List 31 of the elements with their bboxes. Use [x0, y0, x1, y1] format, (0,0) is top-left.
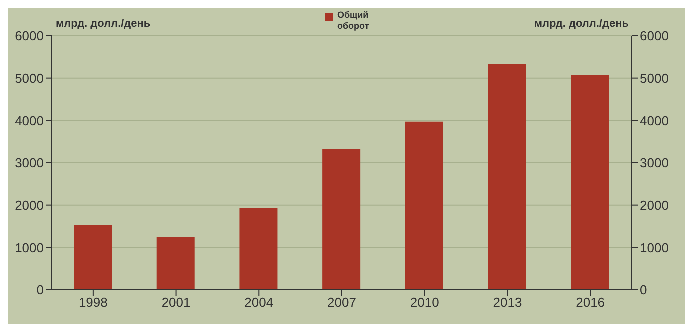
- x-tick-label: 2013: [493, 295, 522, 310]
- bar: [405, 122, 444, 290]
- y-tick-label: 0: [36, 282, 44, 298]
- x-tick-label: 2001: [162, 295, 191, 310]
- bar: [74, 225, 112, 290]
- y2-tick-label: 5000: [640, 70, 669, 86]
- y-axis-title: млрд. долл./день: [56, 18, 151, 30]
- y2-tick-label: 2000: [640, 198, 669, 213]
- x-tick-label: 2007: [328, 295, 356, 310]
- bar: [240, 208, 278, 290]
- bar: [156, 238, 195, 290]
- x-tick-label: 2004: [244, 295, 274, 310]
- y2-tick-label: 3000: [640, 156, 669, 171]
- y2-tick-label: 1000: [640, 240, 669, 256]
- y-tick-label: 5000: [15, 70, 44, 86]
- y-tick-label: 3000: [15, 156, 44, 171]
- legend-label: Общий оборот: [338, 10, 370, 32]
- y2-tick-label: 0: [640, 282, 648, 298]
- y2-axis-title: млрд. долл./день: [534, 18, 629, 30]
- bar: [571, 75, 610, 290]
- y2-tick-label: 4000: [640, 113, 669, 128]
- x-tick-label: 2010: [410, 295, 440, 310]
- x-tick-label: 2016: [576, 295, 606, 310]
- bar: [322, 149, 361, 290]
- x-tick-label: 1998: [78, 295, 108, 310]
- y-tick-label: 4000: [15, 113, 44, 128]
- bar: [488, 64, 526, 290]
- y-tick-label: 6000: [15, 28, 44, 44]
- y2-tick-label: 6000: [640, 28, 669, 44]
- y-tick-label: 2000: [15, 198, 44, 213]
- y-tick-label: 1000: [15, 240, 44, 256]
